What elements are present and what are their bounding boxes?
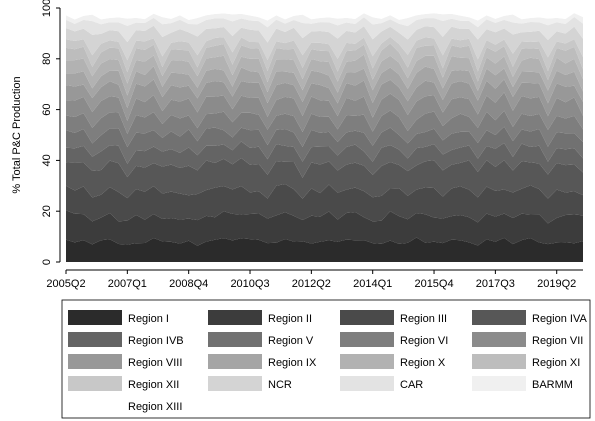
legend-label: Region X	[400, 357, 446, 369]
x-tick-label: 2005Q2	[46, 278, 85, 290]
legend-swatch	[68, 376, 122, 391]
area-barmm	[66, 13, 583, 28]
x-tick-label: 2010Q3	[230, 278, 269, 290]
area-region-xiii	[66, 11, 583, 21]
x-ticks: 2005Q2 2007Q1 2008Q4 2010Q3 2012Q2 2014Q1 2015…	[46, 270, 576, 290]
area-region-ivb	[66, 141, 583, 178]
area-region-viii	[66, 79, 583, 121]
legend-label: CAR	[400, 379, 423, 391]
legend-label: Region I	[128, 313, 169, 325]
y-tick-label: 0	[41, 259, 53, 265]
legend-label: Region VIII	[128, 357, 182, 369]
legend-swatch	[472, 310, 526, 325]
legend-label: Region IVA	[532, 313, 587, 325]
legend-label: Region VI	[400, 335, 448, 347]
y-ticks: 0 20 40 60 80 100	[41, 0, 60, 265]
x-tick-label: 2014Q1	[353, 278, 392, 290]
y-tick-label: 60	[41, 103, 53, 115]
legend-label: Region V	[268, 335, 314, 347]
legend-swatch	[472, 376, 526, 391]
legend-label: Region II	[268, 313, 312, 325]
legend-swatch	[68, 332, 122, 347]
legend-swatch	[68, 398, 122, 413]
area-region-xi	[66, 43, 583, 84]
area-region-xii	[66, 36, 583, 73]
x-tick-label: 2008Q4	[169, 278, 208, 290]
area-ncr	[66, 25, 583, 61]
legend-label: Region IVB	[128, 335, 184, 347]
legend-swatch	[472, 332, 526, 347]
x-tick-label: 2012Q2	[292, 278, 331, 290]
area-region-ii	[66, 210, 583, 246]
y-tick-label: 80	[41, 53, 53, 65]
area-region-vi	[66, 110, 583, 148]
legend-swatch	[208, 376, 262, 391]
legend-label: Region XIII	[128, 401, 182, 413]
x-tick-label: 2007Q1	[108, 278, 147, 290]
area-region-ix	[66, 66, 583, 108]
legend-swatch	[68, 354, 122, 369]
x-tick-label: 2017Q3	[476, 278, 515, 290]
legend-swatch	[340, 354, 394, 369]
area-car	[66, 17, 583, 43]
legend-swatch	[208, 310, 262, 325]
legend-swatch	[68, 310, 122, 325]
y-tick-label: 20	[41, 205, 53, 217]
y-axis-label: % Total P&C Production	[11, 76, 23, 193]
legend-swatch	[340, 332, 394, 347]
area-region-x	[66, 54, 583, 96]
area-region-vii	[66, 92, 583, 134]
legend: Region I Region II Region III Region IVA Reg…	[68, 310, 587, 413]
area-region-v	[66, 126, 583, 164]
y-tick-label: 100	[41, 0, 53, 17]
legend-swatch	[208, 332, 262, 347]
legend-label: BARMM	[532, 379, 573, 391]
legend-label: NCR	[268, 379, 292, 391]
legend-label: Region IX	[268, 357, 317, 369]
stacked-areas	[66, 11, 583, 262]
legend-label: Region VII	[532, 335, 583, 347]
area-region-i	[66, 237, 583, 262]
area-region-iva	[66, 158, 583, 199]
legend-label: Region III	[400, 313, 447, 325]
legend-swatch	[208, 354, 262, 369]
legend-swatch	[340, 310, 394, 325]
legend-label: Region XII	[128, 379, 179, 391]
area-region-iii	[66, 184, 583, 224]
legend-swatch	[340, 376, 394, 391]
x-tick-label: 2015Q4	[414, 278, 453, 290]
legend-swatch	[472, 354, 526, 369]
legend-label: Region XI	[532, 357, 580, 369]
x-tick-label: 2019Q2	[537, 278, 576, 290]
y-tick-label: 40	[41, 154, 53, 166]
